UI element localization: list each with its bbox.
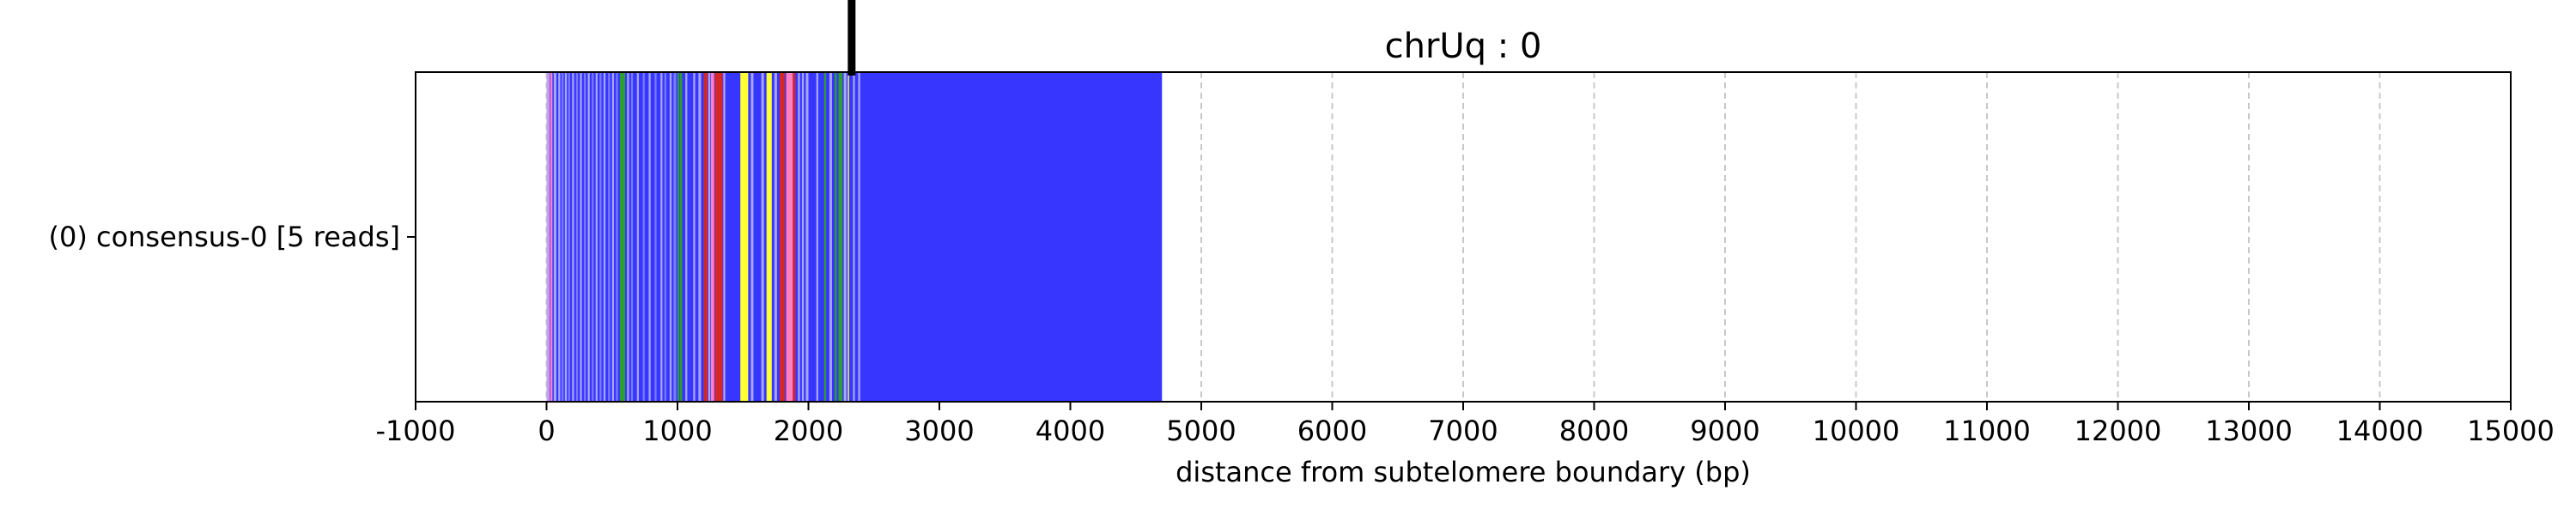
track-segment [766, 73, 772, 401]
x-tick-label: 8000 [1559, 415, 1629, 447]
track-segment [798, 73, 800, 401]
track-segment [723, 73, 726, 401]
track-segment [710, 73, 714, 401]
x-tick-label: 0 [538, 415, 555, 447]
track-segment [564, 73, 568, 401]
track-segment [648, 73, 651, 401]
track-segment [823, 73, 827, 401]
x-tick-label: 9000 [1690, 415, 1759, 447]
track-segment [583, 73, 586, 401]
y-tick-label: (0) consensus-0 [5 reads] [48, 221, 400, 253]
track-segment [568, 73, 570, 401]
track-segment [550, 73, 553, 401]
x-tick-label: -1000 [376, 415, 456, 447]
track-segment [619, 73, 625, 401]
x-tick-label: 5000 [1166, 415, 1236, 447]
track-segment [669, 73, 672, 401]
track-segment [608, 73, 611, 401]
track-segment [693, 73, 696, 401]
track-segment [838, 73, 843, 401]
track-segment [740, 73, 749, 401]
track-segment [572, 73, 574, 401]
track-segment [779, 73, 786, 401]
track-segment [801, 73, 805, 401]
track-segment [853, 73, 855, 401]
track-segment [805, 73, 809, 401]
track-segment [761, 73, 764, 401]
track-segment [677, 73, 680, 401]
track-segment [703, 73, 708, 401]
track-segment [592, 73, 594, 401]
track-segment [603, 73, 606, 401]
track-segment [580, 73, 582, 401]
track-segment [575, 73, 579, 401]
x-tick-label: 11000 [1943, 415, 2031, 447]
track-segment [858, 73, 860, 401]
track-segment [673, 73, 677, 401]
track-segment [627, 73, 629, 401]
track-segment [654, 73, 657, 401]
track-segment [616, 73, 618, 401]
track-segment [835, 73, 837, 401]
track-segment [558, 73, 561, 401]
track-segment [546, 73, 550, 401]
y-axis-ticks: (0) consensus-0 [5 reads] [48, 221, 416, 253]
track-segment [680, 73, 683, 401]
x-tick-label: 12000 [2075, 415, 2162, 447]
track-segment [611, 73, 615, 401]
track-segment [708, 73, 711, 401]
track-segment [750, 73, 754, 401]
chart-title: chrUq : 0 [1385, 27, 1542, 66]
track-segment [636, 73, 640, 401]
x-tick-label: 2000 [774, 415, 843, 447]
track-segment [553, 73, 556, 401]
track-segment [660, 73, 663, 401]
track-segment [714, 73, 723, 401]
track-segment [829, 73, 832, 401]
track-segment [848, 73, 849, 401]
track-segment [793, 73, 796, 401]
track-segment [562, 73, 564, 401]
x-axis-label: distance from subtelomere boundary (bp) [1176, 456, 1751, 488]
track-segment [630, 73, 634, 401]
track-segment [698, 73, 702, 401]
x-tick-label: 4000 [1036, 415, 1105, 447]
x-tick-label: 6000 [1297, 415, 1367, 447]
track-segments [546, 73, 860, 401]
x-axis-ticks: -1000 0 1000 2000 3000 4000 5000 6000 7000 8000 90… [376, 402, 2555, 447]
x-tick-label: 7000 [1428, 415, 1498, 447]
track-segment [642, 73, 645, 401]
track-segment [599, 73, 602, 401]
track-segment [843, 73, 847, 401]
track-segment [664, 73, 667, 401]
x-tick-label: 10000 [1813, 415, 1900, 447]
track-segment [595, 73, 598, 401]
x-tick-label: 1000 [642, 415, 712, 447]
track-segment [587, 73, 590, 401]
track-segment [816, 73, 818, 401]
x-tick-label: 14000 [2336, 415, 2424, 447]
x-tick-label: 13000 [2205, 415, 2293, 447]
track-segment [774, 73, 777, 401]
x-tick-label: 3000 [904, 415, 974, 447]
track-segment [786, 73, 793, 401]
track-segment [685, 73, 688, 401]
x-tick-label: 15000 [2467, 415, 2555, 447]
